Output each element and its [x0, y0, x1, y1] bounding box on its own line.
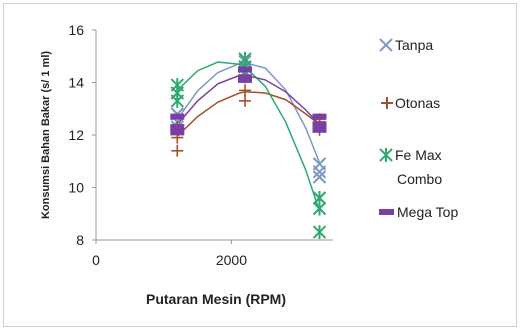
- data-point-mega-top: [170, 113, 185, 120]
- x-tick-label: 2000: [216, 252, 247, 268]
- legend-marker-fe-max-combo: [379, 148, 393, 162]
- data-point-fe-max-combo: [312, 225, 327, 240]
- trend-line-fe-max-combo: [176, 61, 321, 212]
- data-markers: [170, 51, 327, 240]
- data-point-otonas: [239, 84, 251, 97]
- data-point-tanpa: [312, 170, 327, 184]
- data-point-otonas: [171, 144, 184, 157]
- y-tick-label: 16: [68, 22, 84, 38]
- y-tick-label: 12: [68, 127, 84, 143]
- data-point-mega-top: [170, 129, 185, 136]
- x-axis-title: Putaran Mesin (RPM): [146, 291, 286, 307]
- data-point-mega-top: [312, 126, 327, 133]
- data-point-fe-max-combo: [170, 93, 185, 108]
- chart-frame: [3, 3, 517, 327]
- data-point-mega-top: [312, 113, 327, 120]
- legend-label-fe-max: Fe Max: [395, 147, 442, 163]
- data-point-fe-max-combo: [312, 201, 327, 216]
- y-ticks: 8 10 12 14 16: [68, 22, 96, 248]
- data-point-mega-top: [238, 66, 252, 73]
- legend-marker-mega-top: [379, 209, 394, 215]
- legend-marker-otonas: [381, 97, 393, 109]
- legend-marker-tanpa: [379, 38, 393, 52]
- y-axis-title: Konsumsi Bahan Bakar (s/ 1 ml): [40, 51, 52, 219]
- legend-label-combo: Combo: [397, 171, 442, 187]
- trend-lines: [176, 61, 321, 212]
- data-point-mega-top: [170, 124, 185, 131]
- data-point-fe-max-combo: [238, 51, 252, 66]
- legend-label-tanpa: Tanpa: [395, 37, 433, 53]
- legend-item-mega-top: Mega Top: [379, 204, 458, 220]
- y-tick-label: 10: [68, 180, 84, 196]
- data-point-tanpa: [312, 165, 327, 179]
- x-ticks: 0 2000: [92, 240, 247, 268]
- legend-item-otonas: Otonas: [381, 95, 440, 111]
- legend-label-otonas: Otonas: [395, 95, 440, 111]
- data-point-otonas: [239, 94, 251, 107]
- data-point-mega-top: [238, 76, 252, 83]
- data-point-mega-top: [312, 121, 327, 128]
- legend: Tanpa Otonas Fe Max Combo Mega Top: [379, 37, 458, 220]
- x-tick-label: 0: [92, 252, 100, 268]
- y-tick-label: 8: [76, 232, 84, 248]
- legend-item-tanpa: Tanpa: [379, 37, 433, 53]
- legend-label-mega-top: Mega Top: [397, 204, 458, 220]
- y-tick-label: 14: [68, 75, 84, 91]
- legend-item-fe-max-combo: Fe Max Combo: [379, 147, 442, 187]
